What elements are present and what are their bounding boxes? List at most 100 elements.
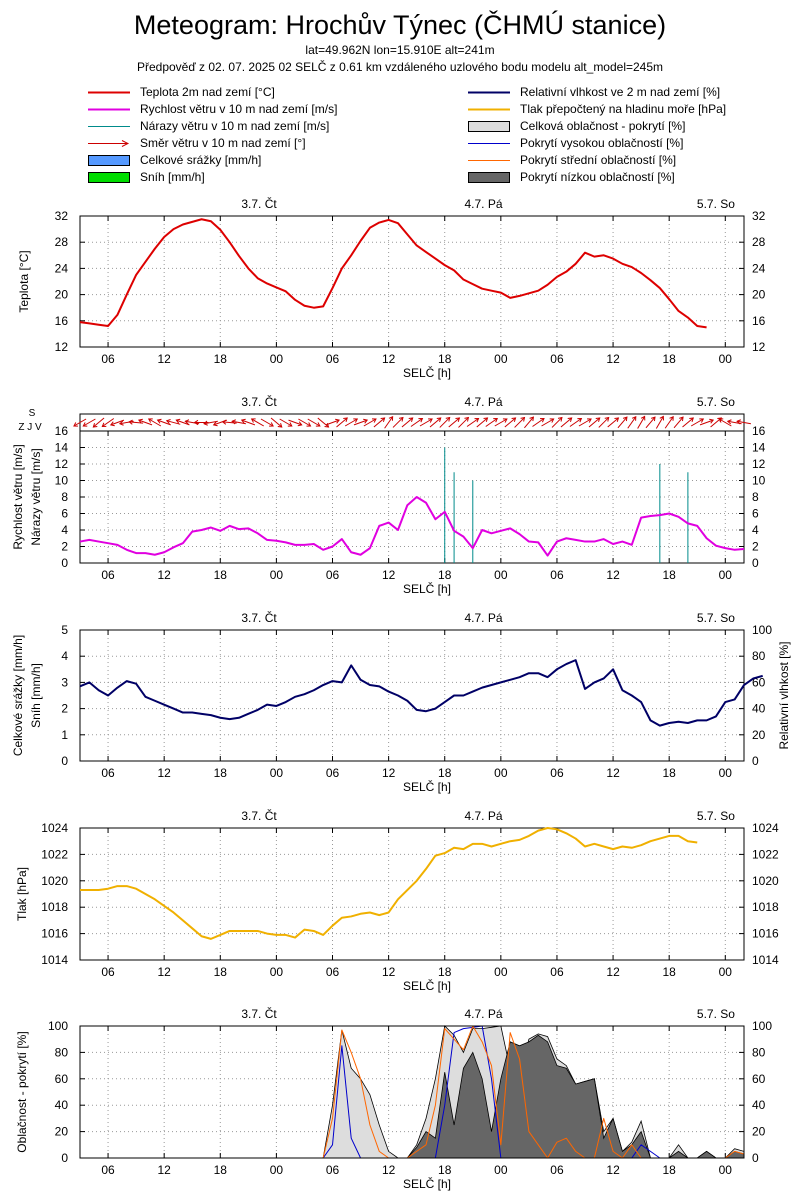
y-tick-label: 1014: [41, 953, 68, 967]
plot-frame: [79, 827, 745, 961]
wind-arrow-head: [604, 416, 610, 422]
y-tick-label: 28: [55, 235, 69, 249]
wind-arrow-head: [92, 423, 98, 428]
wind-arrow-head: [614, 417, 620, 422]
y-tick-label-right: 28: [752, 235, 766, 249]
x-tick-label: 00: [719, 352, 733, 366]
wind-arrow-head: [212, 421, 218, 427]
x-tick-label: 18: [214, 1163, 228, 1177]
wind-direction-arrow: [82, 418, 96, 427]
wind-arrow-head: [277, 423, 283, 428]
day-label: 4.7. Pá: [464, 1007, 502, 1021]
plot-frame: [79, 629, 745, 762]
day-label: 3.7. Čt: [241, 610, 277, 625]
wind-arrow-shaft: [439, 417, 451, 428]
wind-direction-arrow: [690, 418, 705, 427]
wind-arrow-head: [502, 418, 508, 423]
wind-direction-arrow: [270, 417, 283, 428]
y-tick-label: 1016: [41, 927, 68, 941]
x-tick-label: 18: [214, 766, 228, 780]
wind-arrow-shaft: [317, 417, 329, 428]
x-tick-label: 12: [382, 352, 396, 366]
wind-arrow-shaft: [260, 418, 274, 427]
x-tick-label: 12: [382, 766, 396, 780]
y-tick-label-right: 16: [752, 424, 766, 438]
x-tick-label: 00: [270, 965, 284, 979]
wind-arrow-head: [679, 416, 684, 422]
wind-arrow-head: [203, 420, 208, 426]
y-tick-label-right: 1020: [752, 874, 779, 888]
x-axis-label: SELČ [h]: [403, 779, 451, 794]
wind-direction-arrow: [607, 417, 620, 428]
y-tick-label: 24: [55, 261, 69, 275]
x-tick-label: 12: [606, 1163, 620, 1177]
y-tick-label-right: 0: [752, 1151, 759, 1165]
wind-arrow-shaft: [682, 417, 694, 428]
y-tick-label: 14: [55, 441, 69, 455]
x-tick-label: 18: [438, 568, 452, 582]
x-tick-label: 12: [382, 568, 396, 582]
y-tick-label: 16: [55, 314, 69, 328]
y-tick-label-right: 60: [752, 1072, 766, 1086]
wind-direction-arrow: [673, 416, 684, 429]
legend-symbol: [468, 121, 510, 132]
legend-label: Směr větru v 10 m nad zemí [°]: [140, 136, 306, 150]
wind-arrow-head: [363, 418, 369, 424]
y-tick-label: 1018: [41, 900, 68, 914]
x-tick-label: 12: [606, 352, 620, 366]
y-tick-label: 5: [61, 623, 68, 637]
y-tick-label: 40: [55, 1098, 69, 1112]
wind-direction-arrow: [175, 418, 190, 426]
wind-arrow-head: [371, 418, 377, 423]
wind-direction-arrow: [298, 418, 312, 427]
humidity-line: [79, 659, 763, 727]
wind-direction-arrow: [240, 418, 256, 426]
wind-direction-arrow: [336, 417, 348, 428]
x-tick-label: 00: [270, 766, 284, 780]
x-tick-label: 00: [494, 965, 508, 979]
wind-arrow-shaft: [83, 418, 96, 427]
x-tick-label: 18: [663, 766, 677, 780]
x-tick-label: 00: [494, 352, 508, 366]
y-tick-label-right: 14: [752, 441, 766, 455]
y-tick-label-right: 1022: [752, 847, 779, 861]
legend-label: Nárazy větru v 10 m nad zemí [m/s]: [140, 119, 330, 133]
wind-arrow-shaft: [645, 416, 656, 429]
wind-arrow-shaft: [270, 417, 283, 428]
wind-speed-line: [79, 496, 745, 557]
wind-arrow-shaft: [336, 417, 348, 428]
wind-arrow-shaft: [476, 417, 488, 428]
y-axis-label: Celkové srážky [mm/h]: [11, 635, 25, 756]
y-tick-label-right: 0: [752, 754, 759, 768]
wind-arrow-head: [483, 417, 489, 422]
wind-arrow-head: [193, 419, 199, 426]
wind-arrow-head: [250, 418, 256, 423]
wind-arrow-shaft: [429, 417, 442, 428]
wind-arrow-head: [165, 419, 171, 424]
wind-direction-arrow: [718, 418, 732, 427]
x-tick-label: 00: [719, 568, 733, 582]
y-tick-label-right: 6: [752, 507, 759, 521]
wind-direction-arrow: [353, 418, 369, 426]
x-tick-label: 18: [663, 965, 677, 979]
wind-arrow-head: [408, 417, 414, 422]
x-tick-label: 00: [494, 568, 508, 582]
wind-arrow-shaft: [185, 420, 200, 425]
wind-arrow-shaft: [458, 417, 469, 428]
x-tick-label: 06: [550, 568, 564, 582]
wind-arrow-head: [388, 416, 394, 421]
wind-arrow-shaft: [363, 418, 377, 427]
wind-arrow-shaft: [241, 419, 256, 426]
x-tick-label: 06: [326, 965, 340, 979]
y-tick-label-right: 12: [752, 340, 766, 354]
x-tick-label: 18: [214, 352, 228, 366]
y-axis-label: Teplota [°C]: [17, 250, 31, 312]
legend-symbol: [468, 91, 510, 94]
day-label: 5.7. So: [697, 809, 735, 823]
x-tick-label: 12: [382, 965, 396, 979]
x-tick-label: 12: [606, 568, 620, 582]
wind-direction-arrow: [193, 419, 209, 426]
legend-symbol: [88, 91, 130, 94]
y-tick-label: 60: [55, 1072, 69, 1086]
y-tick-label-right: 100: [752, 1019, 772, 1033]
